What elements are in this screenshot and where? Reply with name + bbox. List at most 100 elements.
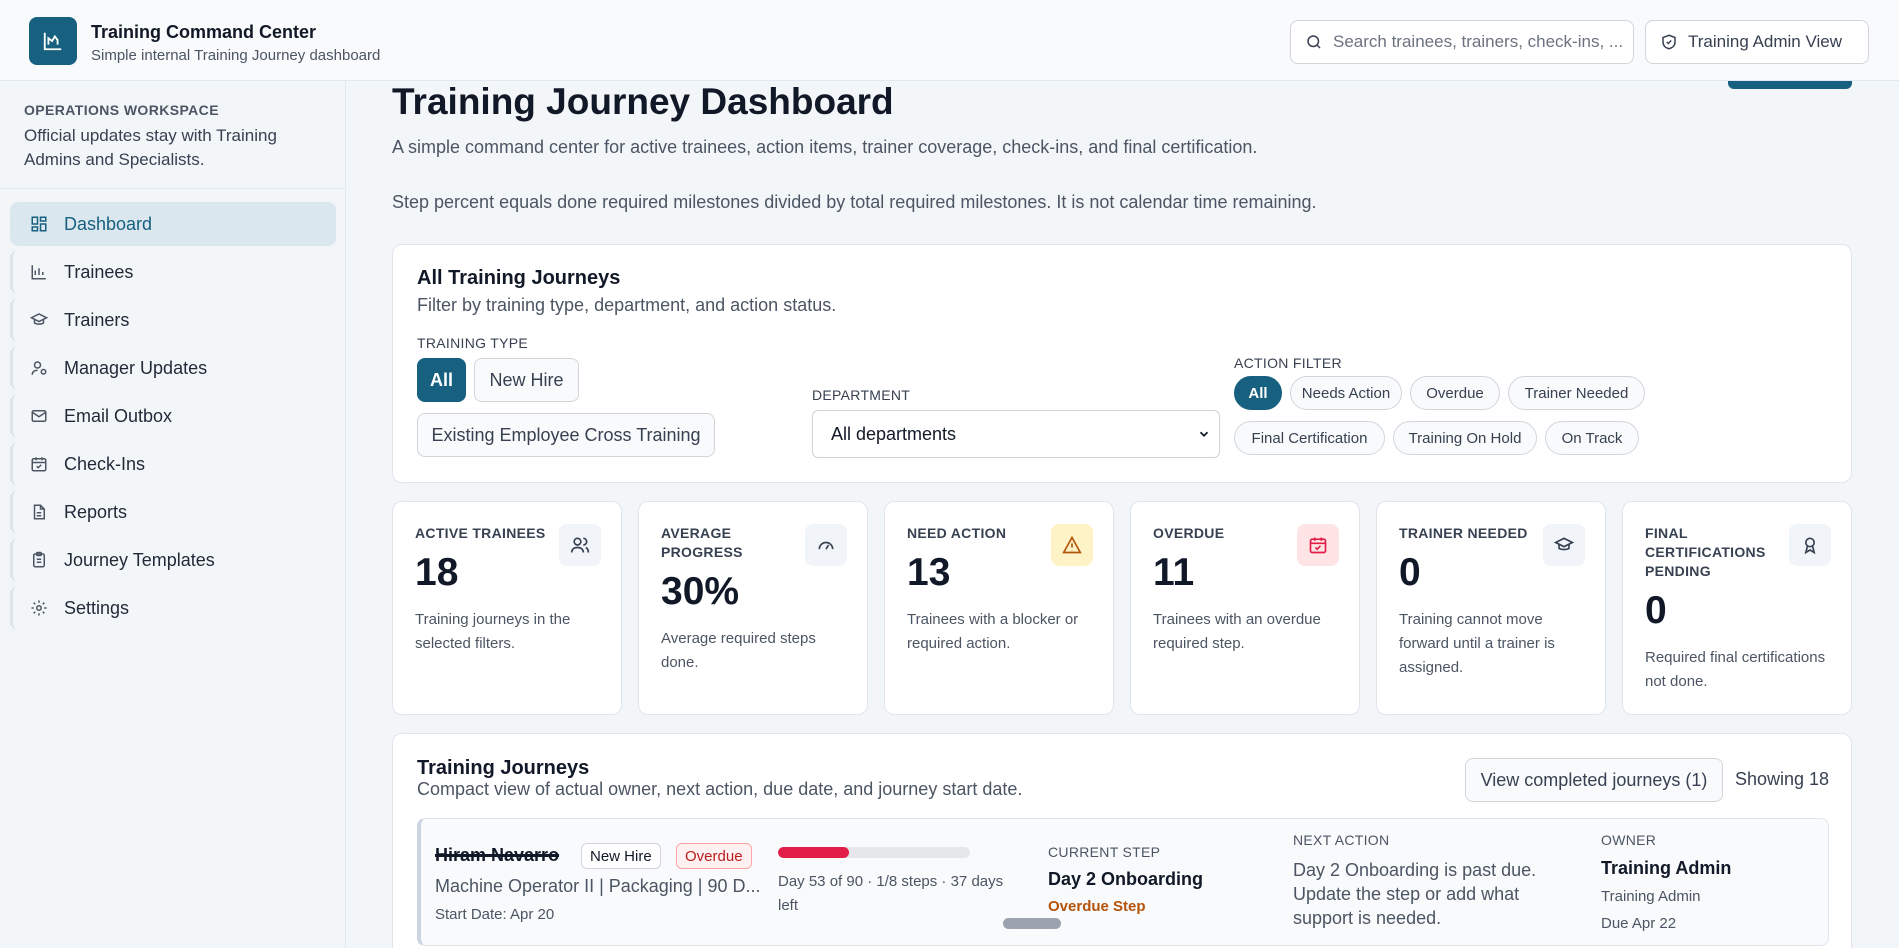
next-action: Day 2 Onboarding is past due. Update the… — [1293, 860, 1537, 928]
stat-label: FINAL CERTIFICATIONS PENDING — [1645, 525, 1766, 579]
sidebar-item-email-outbox[interactable]: Email Outbox — [10, 394, 336, 438]
sidebar-divider — [0, 188, 346, 189]
search-icon — [1307, 35, 1321, 49]
sidebar-item-settings[interactable]: Settings — [10, 586, 336, 630]
journey-row[interactable]: Hiram Navarro New Hire Overdue Machine O… — [417, 818, 1829, 946]
sidebar-item-label: Dashboard — [64, 213, 153, 234]
sidebar-item-trainers[interactable]: Trainers — [10, 298, 336, 342]
gear-icon — [29, 598, 49, 618]
primary-action-button[interactable] — [1728, 81, 1852, 89]
department-select[interactable]: All departments — [812, 410, 1220, 458]
progress-bar — [778, 847, 970, 858]
filters-card: All Training Journeys Filter by training… — [392, 244, 1852, 483]
sidebar-nav: Dashboard Trainees Trainers Manager Upda… — [10, 202, 336, 634]
sidebar-item-check-ins[interactable]: Check-Ins — [10, 442, 336, 486]
graduation-cap-icon — [29, 310, 49, 330]
calendar-icon — [29, 454, 49, 474]
stat-label: NEED ACTION — [907, 525, 1007, 541]
sidebar-item-journey-templates[interactable]: Journey Templates — [10, 538, 336, 582]
stat-card-active-trainees: ACTIVE TRAINEES 18 Training journeys in … — [392, 501, 622, 715]
sidebar-item-label: Trainees — [64, 261, 134, 282]
search-input[interactable] — [1333, 32, 1623, 52]
owner-label: OWNER — [1601, 832, 1657, 848]
file-icon — [29, 502, 49, 522]
department-label: DEPARTMENT — [812, 387, 911, 403]
journeys-card: Training Journeys Compact view of actual… — [392, 733, 1852, 948]
progress-bar-fill — [778, 847, 850, 858]
training-type-all[interactable]: All — [417, 358, 466, 402]
workspace-description: Official updates stay with Training Admi… — [24, 126, 277, 169]
app-title: Training Command Center — [91, 22, 317, 42]
current-step-status: Overdue Step — [1048, 898, 1146, 915]
sidebar-item-manager-updates[interactable]: Manager Updates — [10, 346, 336, 390]
global-search[interactable] — [1290, 20, 1634, 64]
owner-name: Training Admin — [1601, 858, 1732, 878]
current-step-label: CURRENT STEP — [1048, 844, 1161, 860]
warning-icon — [1051, 524, 1093, 566]
main-content: Training Journey Dashboard A simple comm… — [346, 81, 1899, 948]
award-icon — [1789, 524, 1831, 566]
scroll-handle[interactable] — [1003, 918, 1061, 929]
shield-check-icon — [1662, 34, 1676, 50]
stat-label: AVERAGE PROGRESS — [661, 525, 743, 560]
clipboard-icon — [29, 550, 49, 570]
training-type-new-hire[interactable]: New Hire — [474, 358, 579, 402]
journeys-title: Training Journeys — [417, 757, 590, 779]
stat-value: 0 — [1645, 589, 1667, 632]
calendar-check-icon — [1297, 524, 1339, 566]
stat-value: 13 — [907, 551, 951, 594]
stat-value: 0 — [1399, 551, 1421, 594]
app-logo[interactable] — [29, 17, 77, 65]
stat-value: 11 — [1153, 551, 1195, 594]
stat-description: Training cannot move forward until a tra… — [1399, 611, 1555, 676]
action-filter-all[interactable]: All — [1234, 376, 1282, 410]
sidebar-item-label: Settings — [64, 597, 130, 618]
action-filter-training-on-hold[interactable]: Training On Hold — [1393, 421, 1537, 455]
start-date: Start Date: Apr 20 — [435, 906, 555, 923]
stat-card-need-action: NEED ACTION 13 Trainees with a blocker o… — [884, 501, 1114, 715]
stat-value: 18 — [415, 551, 459, 594]
graduation-cap-icon — [1543, 524, 1585, 566]
sidebar: OPERATIONS WORKSPACE Official updates st… — [0, 81, 346, 948]
trainee-name[interactable]: Hiram Navarro — [435, 845, 560, 865]
stat-value: 30% — [661, 570, 740, 613]
action-filter-trainer-needed[interactable]: Trainer Needed — [1508, 376, 1645, 410]
stat-description: Trainees with a blocker or required acti… — [907, 611, 1079, 652]
stat-label: ACTIVE TRAINEES — [415, 525, 546, 541]
sidebar-item-trainees[interactable]: Trainees — [10, 250, 336, 294]
view-completed-button[interactable]: View completed journeys (1) — [1465, 758, 1723, 802]
action-filter-overdue[interactable]: Overdue — [1410, 376, 1500, 410]
training-type-cross-training[interactable]: Existing Employee Cross Training — [417, 413, 715, 457]
admin-view-button[interactable]: Training Admin View — [1645, 20, 1869, 64]
filters-title: All Training Journeys — [417, 267, 621, 289]
stat-card-average-progress: AVERAGE PROGRESS 30% Average required st… — [638, 501, 868, 715]
dashboard-icon — [29, 214, 49, 234]
stat-card-overdue: OVERDUE 11 Trainees with an overdue requ… — [1130, 501, 1360, 715]
action-filter-final-certification[interactable]: Final Certification — [1234, 421, 1385, 455]
training-type-label: TRAINING TYPE — [417, 335, 528, 351]
sidebar-item-label: Check-Ins — [64, 453, 146, 474]
showing-count: Showing 18 — [1735, 769, 1830, 789]
chevron-down-icon — [1199, 431, 1209, 437]
department-value: All departments — [831, 423, 957, 444]
workspace-label: OPERATIONS WORKSPACE — [24, 102, 219, 118]
action-filter-needs-action[interactable]: Needs Action — [1290, 376, 1402, 410]
action-filter-label: ACTION FILTER — [1234, 355, 1342, 371]
action-filter-on-track[interactable]: On Track — [1545, 421, 1639, 455]
sidebar-item-dashboard[interactable]: Dashboard — [10, 202, 336, 246]
sidebar-item-label: Journey Templates — [64, 549, 215, 570]
stat-description: Trainees with an overdue required step. — [1153, 611, 1321, 652]
admin-view-label: Training Admin View — [1688, 32, 1843, 51]
sidebar-item-reports[interactable]: Reports — [10, 490, 336, 534]
stat-card-final-certifications: FINAL CERTIFICATIONS PENDING 0 Required … — [1622, 501, 1852, 715]
stat-description: Required final certifications not done. — [1645, 649, 1826, 690]
page-title: Training Journey Dashboard — [392, 81, 894, 122]
owner-role: Training Admin — [1601, 888, 1701, 905]
due-date: Due Apr 22 — [1601, 915, 1677, 932]
page-description: A simple command center for active train… — [392, 137, 1258, 157]
stat-label: OVERDUE — [1153, 525, 1225, 541]
gauge-icon — [805, 524, 847, 566]
user-icon — [29, 358, 49, 378]
sidebar-item-label: Trainers — [64, 309, 130, 330]
page-note: Step percent equals done required milest… — [392, 192, 1317, 212]
